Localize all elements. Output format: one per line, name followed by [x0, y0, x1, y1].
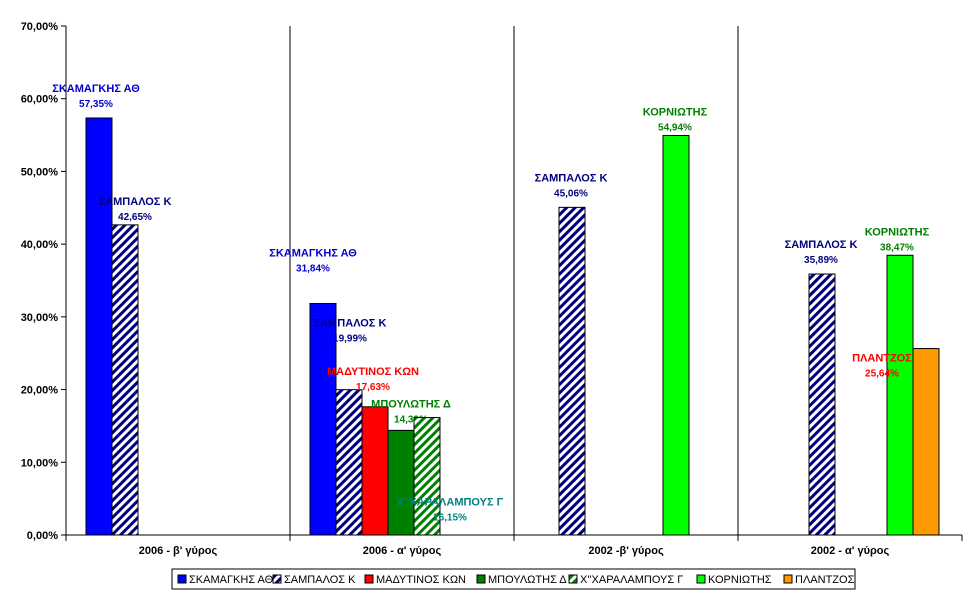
legend-swatch	[476, 574, 486, 584]
data-label-name: ΣΚΑΜΑΓΚΗΣ ΑΘ	[269, 247, 357, 259]
bar	[361, 406, 389, 536]
data-label-name: ΜΑΔΥΤΙΝΟΣ ΚΩΝ	[327, 366, 419, 378]
bar	[662, 135, 690, 536]
legend-label: ΜΑΔΥΤΙΝΟΣ ΚΩΝ	[376, 574, 466, 586]
bar	[111, 224, 139, 536]
legend-label: Χ''ΧΑΡΑΛΑΜΠΟΥΣ Γ	[580, 574, 683, 586]
data-label-name: ΠΛΑΝΤΖΟΣ	[852, 353, 912, 365]
bar	[335, 389, 363, 536]
data-label-value: 57,35%	[79, 99, 113, 110]
legend-swatch	[272, 574, 282, 584]
y-tick-label: 60,00%	[21, 94, 59, 106]
legend: ΣΚΑΜΑΓΚΗΣ ΑΘ ΣΑΜΠΑΛΟΣ Κ ΜΑΔΥΤΙΝΟΣ ΚΩΝ ΜΠΟΥΛ…	[171, 568, 856, 590]
legend-swatch	[364, 574, 374, 584]
data-label-value: 42,65%	[118, 212, 152, 223]
plot-area: 0,00% 10,00% 20,00% 30,00% 40,00% 50,00% 60,00…	[21, 21, 963, 557]
data-label-name: Χ''ΧΑΡΑΛΑΜΠΟΥΣ Γ	[397, 497, 504, 509]
data-label-value: 17,63%	[356, 382, 390, 393]
y-tick-label: 10,00%	[21, 457, 59, 469]
legend-label: ΚΟΡΝΙΩΤΗΣ	[708, 574, 772, 586]
legend-swatch	[568, 574, 578, 584]
bar	[912, 348, 940, 536]
legend-label: ΣΑΜΠΑΛΟΣ Κ	[284, 574, 356, 586]
y-tick-label: 0,00%	[27, 530, 58, 542]
legend-label: ΣΚΑΜΑΓΚΗΣ ΑΘ	[189, 574, 274, 586]
data-label-value: 35,89%	[804, 255, 838, 266]
data-label-name: ΜΠΟΥΛΩΤΗΣ Δ	[371, 398, 451, 410]
data-label-name: ΣΑΜΠΑΛΟΣ Κ	[785, 239, 858, 251]
legend-label: ΠΛΑΝΤΖΟΣ	[795, 574, 855, 586]
legend-label: ΜΠΟΥΛΩΤΗΣ Δ	[488, 574, 567, 586]
bar	[808, 273, 836, 536]
y-tick-label: 40,00%	[21, 239, 59, 251]
bar	[558, 206, 586, 536]
legend-swatch	[177, 574, 187, 584]
bar	[413, 417, 441, 536]
bar	[387, 429, 415, 536]
data-label-value: 54,94%	[658, 123, 692, 134]
data-label-value: 14,39%	[394, 414, 428, 425]
data-label-name: ΣΚΑΜΑΓΚΗΣ ΑΘ	[52, 83, 140, 95]
x-tick-label: 2002 - α' γύρος	[811, 545, 890, 557]
data-label-name: ΣΑΜΠΑΛΟΣ Κ	[99, 196, 172, 208]
data-label-value: 31,84%	[296, 263, 330, 274]
data-label-name: ΣΑΜΠΑΛΟΣ Κ	[535, 172, 608, 184]
x-tick-label: 2002 -β' γύρος	[588, 545, 664, 557]
bar	[85, 117, 113, 536]
data-label-value: 16,15%	[433, 513, 467, 524]
x-tick-label: 2006 - β' γύρος	[139, 545, 218, 557]
x-tick-label: 2006 - α' γύρος	[363, 545, 442, 557]
legend-swatch	[696, 574, 706, 584]
data-label-name: ΚΟΡΝΙΩΤΗΣ	[865, 226, 930, 238]
data-label-name: ΣΑΜΠΑΛΟΣ Κ	[314, 318, 387, 330]
data-label-value: 38,47%	[880, 242, 914, 253]
legend-swatch	[783, 574, 793, 584]
y-tick-label: 70,00%	[21, 21, 59, 33]
y-tick-label: 20,00%	[21, 385, 59, 397]
y-tick-label: 50,00%	[21, 166, 59, 178]
data-label-value: 25,64%	[865, 369, 899, 380]
legend-box	[171, 568, 856, 590]
data-label-value: 19,99%	[333, 334, 367, 345]
bar	[886, 254, 914, 536]
bar	[309, 302, 337, 536]
y-tick-label: 30,00%	[21, 312, 59, 324]
data-label-value: 45,06%	[554, 188, 588, 199]
data-label-name: ΚΟΡΝΙΩΤΗΣ	[643, 107, 708, 119]
